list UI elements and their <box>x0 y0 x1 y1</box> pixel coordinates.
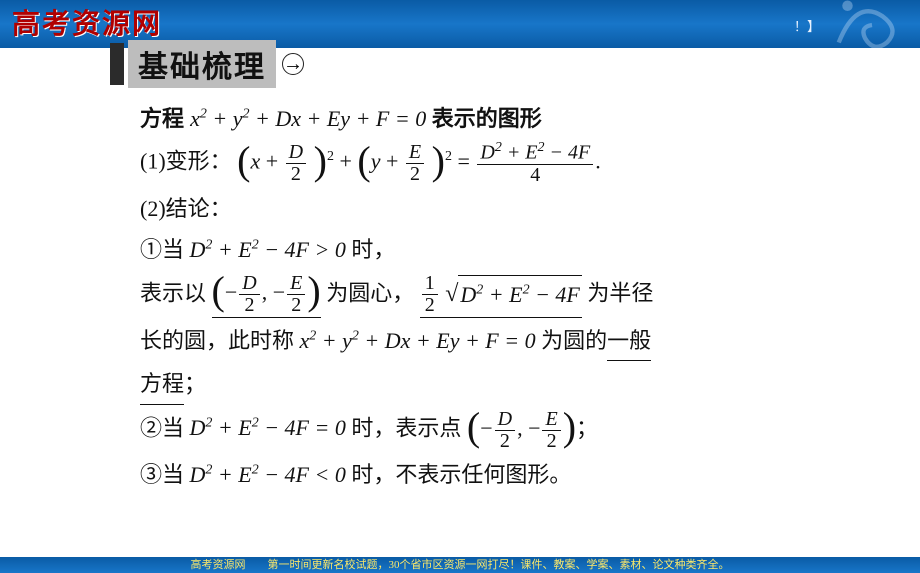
period-1: . <box>595 149 601 174</box>
arrow-right-icon: → <box>282 53 304 75</box>
line1-prefix: (1)变形： <box>140 149 232 174</box>
conclusion-label: (2)结论： <box>140 190 840 227</box>
condition-2: ②当 D2 + E2 − 4F = 0 时，表示点 (−D2, −E2)； <box>140 409 840 452</box>
desc1b-text: 为圆心， <box>326 280 414 305</box>
semicolon-1: ； <box>184 371 206 396</box>
pt-E: E <box>542 409 560 431</box>
section-bar-icon <box>110 43 124 85</box>
site-logo-text: 高考资源网 <box>12 2 162 42</box>
desc1a-text: 表示以 <box>140 280 206 305</box>
desc2a-text: 时，表示点 <box>351 415 461 440</box>
section-header: 基础梳理 → <box>110 40 920 88</box>
cond3-marker: ③当 <box>140 462 190 487</box>
frac-den-2a: 2 <box>286 164 306 185</box>
condition-3: ③当 D2 + E2 − 4F < 0 时，不表示任何图形。 <box>140 456 840 493</box>
rhs-numerator: D2 + E2 − 4F <box>477 141 593 165</box>
radius-half-den: 2 <box>422 295 438 316</box>
frac-num-D: D <box>286 142 306 164</box>
content-body: 方程 x2 + y2 + Dx + Ey + F = 0 表示的图形 (1)变形… <box>140 100 840 493</box>
pt-E2: 2 <box>542 431 560 452</box>
radius-half-num: 1 <box>422 273 438 295</box>
frac-num-E: E <box>406 142 424 164</box>
transform-line: (1)变形： (x + D2 )2 + (y + E2 )2 = D2 + E2… <box>140 141 840 186</box>
frac-den-2b: 2 <box>406 164 424 185</box>
condition-1-desc-b: 长的圆，此时称 x2 + y2 + Dx + Ey + F = 0 为圆的一般 <box>140 322 840 361</box>
label-fangcheng: 方程 <box>140 106 190 131</box>
semicolon-2: ； <box>576 415 598 440</box>
equation-heading: 方程 x2 + y2 + Dx + Ey + F = 0 表示的图形 <box>140 100 840 137</box>
footer-banner: 高考资源网 第一时间更新名校试题，30个省市区资源一网打尽！课件、教案、学案、素… <box>0 557 920 573</box>
cond1-marker: ①当 <box>140 237 190 262</box>
sqrt-body: D2 + E2 − 4F <box>458 275 581 313</box>
center-D2: 2 <box>239 295 259 316</box>
main-equation: x2 + y2 + Dx + Ey + F = 0 <box>190 106 426 131</box>
condition-1-desc-a: 表示以 (−D2, −E2) 为圆心， 12 √D2 + E2 − 4F 为半径 <box>140 273 840 318</box>
desc1-line2b: 为圆的 <box>541 328 607 353</box>
condition-1-desc-c: 方程； <box>140 365 840 404</box>
pt-D: D <box>495 409 515 431</box>
cond2-marker: ②当 <box>140 415 190 440</box>
desc3-text: 时，不表示任何图形。 <box>351 462 571 487</box>
section-title: 基础梳理 <box>128 40 276 88</box>
fangcheng-underline: 方程 <box>140 365 184 404</box>
label-suffix: 表示的图形 <box>432 106 542 131</box>
banner-right-tag: ！】 <box>794 16 820 35</box>
center-E2: 2 <box>287 295 305 316</box>
general-underline: 一般 <box>607 322 651 361</box>
center-D: D <box>239 273 259 295</box>
pt-D2: 2 <box>495 431 515 452</box>
center-E: E <box>287 273 305 295</box>
condition-1: ①当 D2 + E2 − 4F > 0 时， <box>140 231 840 268</box>
rhs-denominator: 4 <box>477 165 593 186</box>
cond1-when: 时， <box>351 237 395 262</box>
desc1-line2a: 长的圆，此时称 <box>140 328 300 353</box>
desc1c-text: 为半径 <box>587 280 653 305</box>
